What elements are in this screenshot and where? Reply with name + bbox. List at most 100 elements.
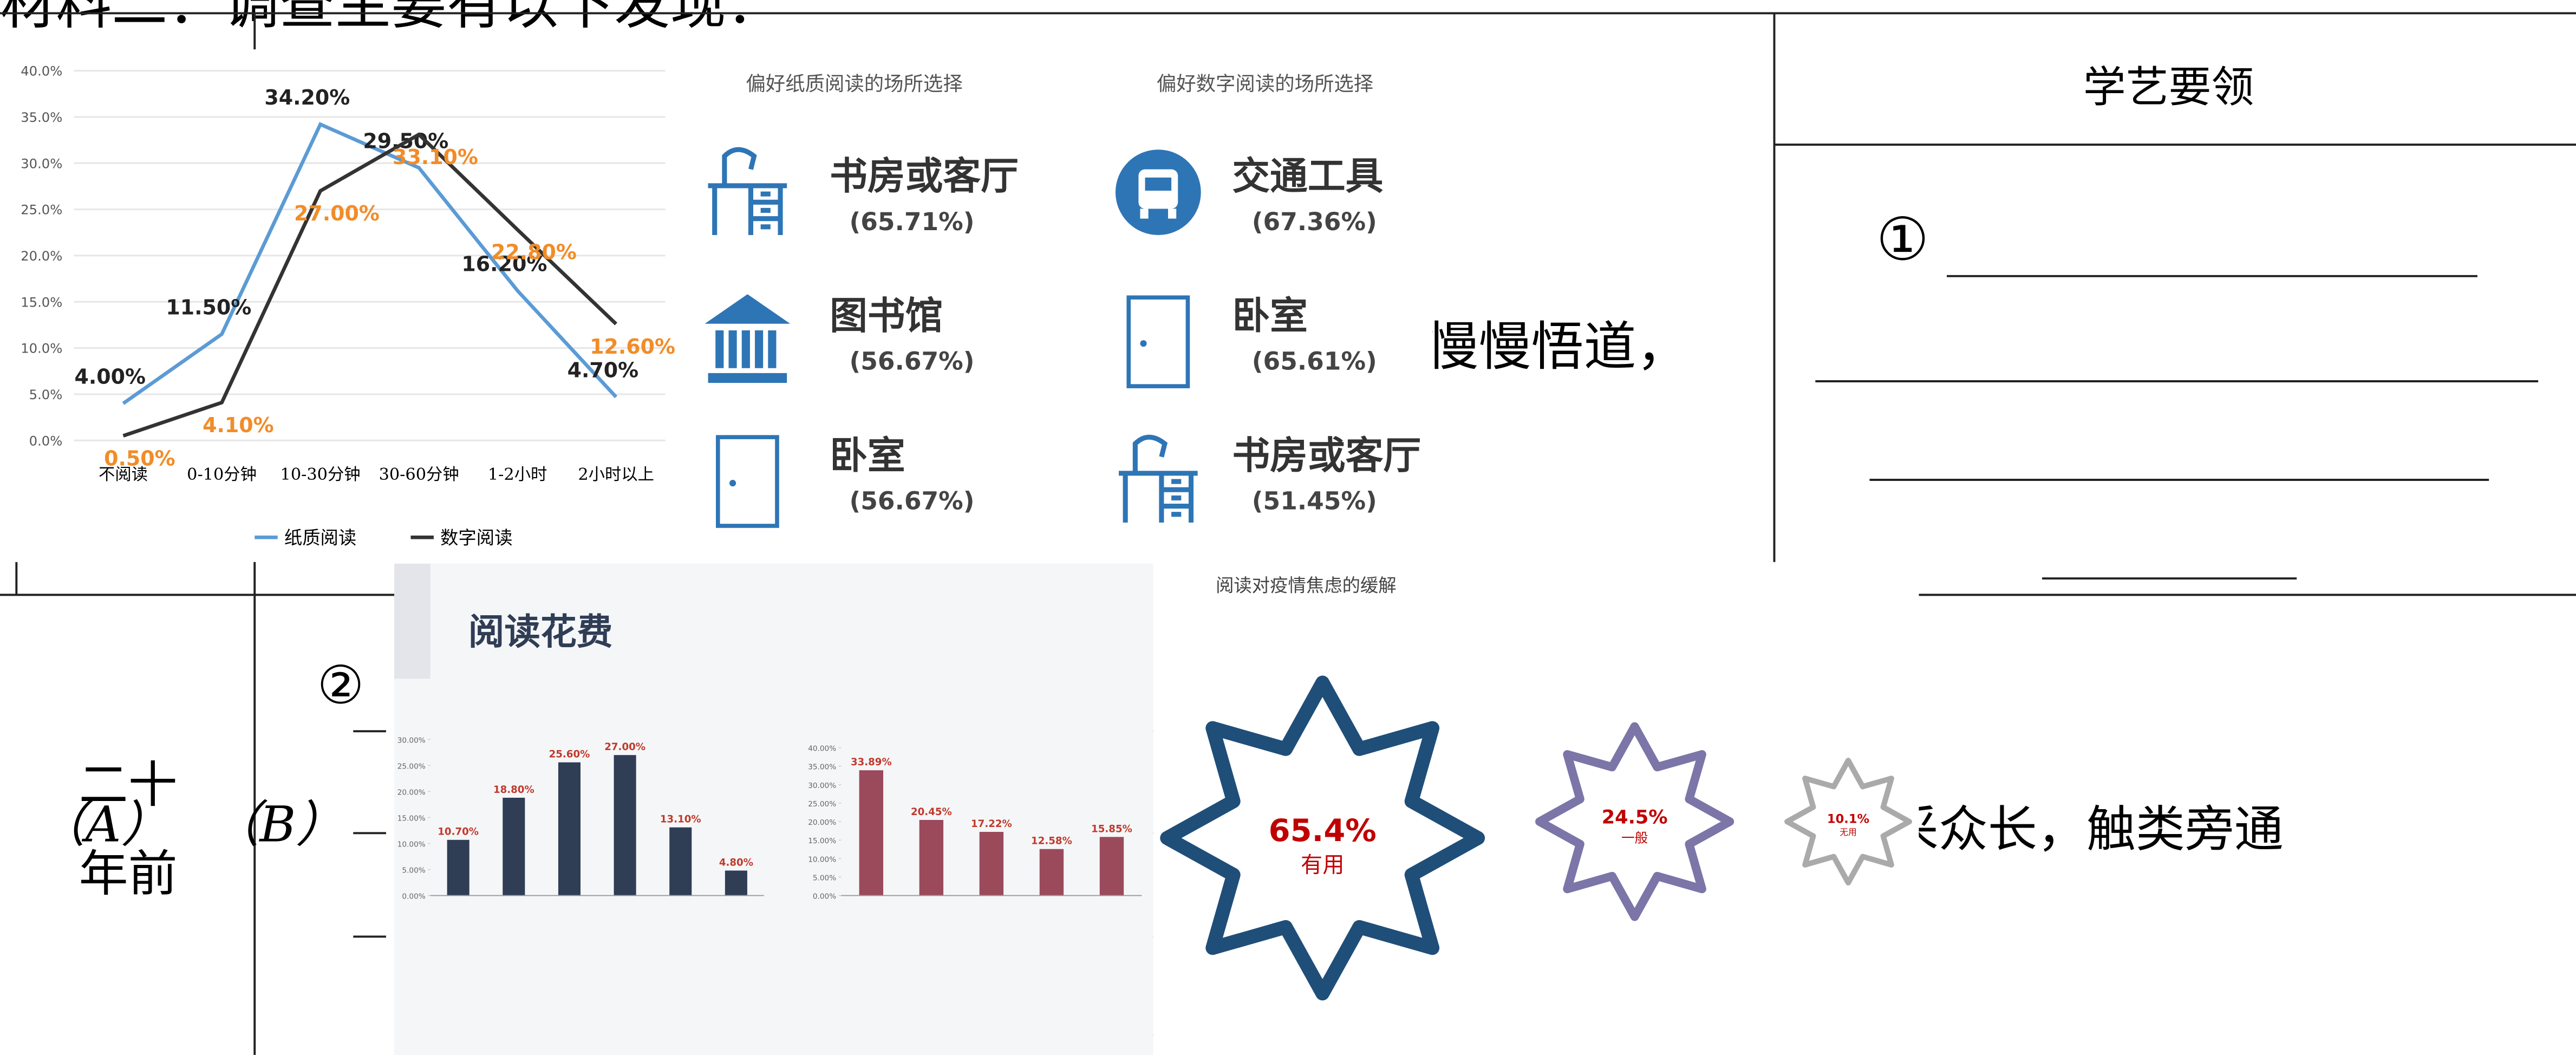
data-label: 33.10% bbox=[393, 145, 478, 169]
legend-label: 数字阅读 bbox=[440, 527, 512, 548]
data-label: 4.10% bbox=[203, 413, 274, 437]
decoration bbox=[394, 564, 431, 679]
place-share: (56.67%) bbox=[849, 347, 974, 376]
page-title: 材料二：调查主要有以下发现： bbox=[0, 0, 782, 37]
y-tick-label: 30.0% bbox=[21, 155, 62, 171]
data-label: 17.22% bbox=[971, 818, 1012, 830]
panel-title: 偏好纸质阅读的场所选择 bbox=[746, 72, 962, 95]
y-tick-label: 30.00% bbox=[397, 736, 426, 745]
cell-text: 年前 bbox=[79, 845, 178, 902]
data-label: 4.70% bbox=[568, 359, 639, 382]
y-tick-label: 25.00% bbox=[397, 762, 426, 771]
icon bbox=[1116, 149, 1201, 235]
bar bbox=[1040, 849, 1064, 896]
bar bbox=[558, 763, 581, 896]
star-value: 10.1% bbox=[1827, 812, 1869, 826]
bar bbox=[614, 755, 636, 895]
place-share: (67.36%) bbox=[1252, 207, 1377, 236]
data-label: 18.80% bbox=[493, 784, 534, 796]
data-label: 34.20% bbox=[264, 86, 350, 109]
bar bbox=[859, 770, 883, 895]
bar bbox=[725, 870, 747, 895]
option-label: （A） bbox=[36, 796, 171, 853]
line-chart-panel bbox=[0, 49, 674, 562]
data-label: 25.60% bbox=[549, 749, 590, 760]
y-tick-label: 15.0% bbox=[21, 294, 62, 310]
option-label: （B） bbox=[210, 796, 345, 853]
data-label: 11.50% bbox=[166, 296, 251, 320]
x-tick-label: 2小时以上 bbox=[578, 465, 654, 484]
panel-title: 偏好数字阅读的场所选择 bbox=[1157, 72, 1373, 95]
place-name: 卧室 bbox=[1232, 294, 1308, 338]
place-share: (56.67%) bbox=[849, 487, 974, 516]
y-tick-label: 35.0% bbox=[21, 109, 62, 125]
page: 材料二：调查主要有以下发现： 学艺要领 ① 慢慢悟道， ② 二十 年前 （A） … bbox=[0, 0, 2576, 1055]
data-label: 27.00% bbox=[294, 201, 380, 225]
y-tick-label: 40.0% bbox=[21, 63, 62, 79]
y-tick-label: 20.00% bbox=[808, 818, 836, 827]
place-share: (51.45%) bbox=[1252, 487, 1377, 516]
cell-text: 采众长，触类旁通 bbox=[1889, 802, 2284, 858]
data-label: 13.10% bbox=[660, 814, 701, 825]
y-tick-label: 25.00% bbox=[808, 800, 836, 809]
y-tick-label: 0.0% bbox=[29, 433, 63, 448]
star-label: 有用 bbox=[1301, 853, 1344, 878]
place-name: 书房或客厅 bbox=[1232, 434, 1421, 478]
data-label: 10.70% bbox=[438, 826, 479, 838]
y-tick-label: 35.00% bbox=[808, 763, 836, 772]
y-tick-label: 40.00% bbox=[808, 745, 836, 753]
data-label: 15.85% bbox=[1091, 823, 1132, 835]
y-tick-label: 10.00% bbox=[808, 855, 836, 864]
data-label: 33.89% bbox=[851, 757, 892, 768]
y-tick-label: 30.00% bbox=[808, 782, 836, 790]
y-tick-label: 15.00% bbox=[808, 837, 836, 845]
x-tick-label: 0-10分钟 bbox=[187, 465, 257, 484]
data-label: 12.58% bbox=[1031, 836, 1072, 847]
legend-label: 纸质阅读 bbox=[284, 527, 356, 548]
panel-title: 阅读花费 bbox=[468, 610, 613, 653]
y-tick-label: 5.0% bbox=[29, 387, 63, 402]
marker: ② bbox=[317, 655, 364, 716]
panel-title: 阅读对疫情焦虑的缓解 bbox=[1216, 575, 1397, 596]
place-name: 交通工具 bbox=[1232, 154, 1383, 198]
bar bbox=[447, 840, 469, 896]
data-label: 22.80% bbox=[491, 240, 577, 264]
y-tick-label: 15.00% bbox=[397, 815, 426, 823]
bar bbox=[669, 828, 692, 896]
data-label: 12.60% bbox=[590, 335, 675, 359]
y-tick-label: 5.00% bbox=[402, 867, 425, 875]
y-tick-label: 20.0% bbox=[21, 248, 62, 264]
marker: ① bbox=[1876, 205, 1929, 273]
cell-text: 慢慢悟道， bbox=[1426, 316, 1688, 377]
y-tick-label: 10.0% bbox=[21, 341, 62, 356]
star-label: 无用 bbox=[1840, 827, 1857, 837]
place-name: 图书馆 bbox=[830, 294, 943, 338]
data-label: 4.80% bbox=[719, 857, 753, 868]
bar bbox=[1100, 837, 1124, 895]
place-name: 书房或客厅 bbox=[830, 154, 1019, 198]
star-value: 65.4% bbox=[1269, 812, 1377, 849]
place-share: (65.71%) bbox=[849, 207, 974, 236]
y-tick-label: 10.00% bbox=[397, 841, 426, 849]
bar bbox=[980, 832, 1003, 896]
x-tick-label: 1-2小时 bbox=[488, 465, 547, 484]
data-label: 20.45% bbox=[911, 806, 952, 818]
star-label: 一般 bbox=[1621, 830, 1648, 846]
y-tick-label: 0.00% bbox=[813, 893, 836, 901]
y-tick-label: 25.0% bbox=[21, 202, 62, 218]
x-tick-label: 30-60分钟 bbox=[379, 465, 459, 484]
place-name: 卧室 bbox=[830, 434, 905, 478]
table-header: 学艺要领 bbox=[2083, 62, 2254, 112]
y-tick-label: 20.00% bbox=[397, 788, 426, 797]
place-share: (65.61%) bbox=[1252, 347, 1377, 376]
bar bbox=[503, 798, 525, 896]
star-value: 24.5% bbox=[1602, 806, 1668, 829]
y-tick-label: 0.00% bbox=[402, 893, 425, 901]
data-label: 0.50% bbox=[104, 446, 175, 470]
x-tick-label: 10-30分钟 bbox=[281, 465, 361, 484]
y-tick-label: 5.00% bbox=[813, 874, 836, 883]
data-label: 4.00% bbox=[75, 365, 146, 389]
bar bbox=[919, 820, 943, 896]
screenshot: 材料二：调查主要有以下发现： 学艺要领 ① 慢慢悟道， ② 二十 年前 （A） … bbox=[0, 0, 2576, 1055]
data-label: 27.00% bbox=[604, 741, 645, 753]
